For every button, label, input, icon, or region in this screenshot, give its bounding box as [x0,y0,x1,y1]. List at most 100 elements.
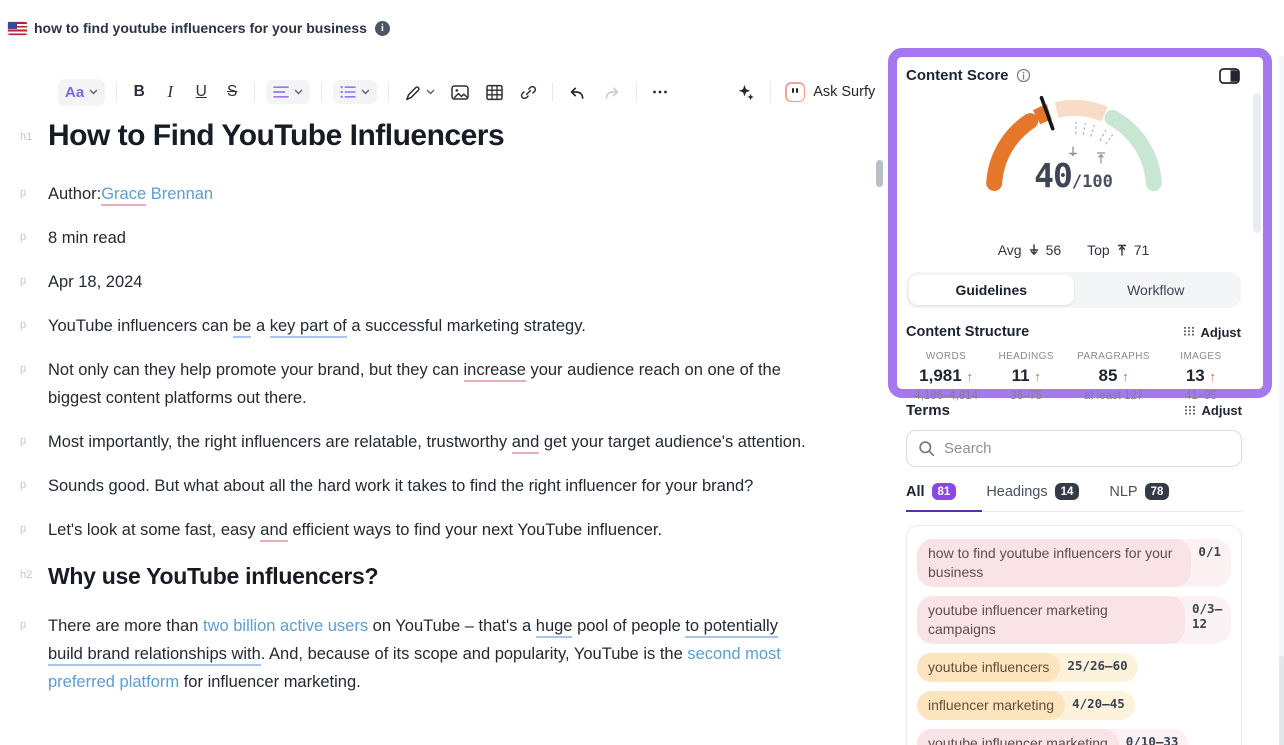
paragraph: Not only can they help promote your bran… [48,356,810,412]
chevron-down-icon [426,89,435,95]
paragraph: YouTube influencers can be a key part of… [48,312,810,340]
gauge-needle [1039,95,1054,131]
search-input[interactable] [944,440,1230,457]
page-title: how to find youtube influencers for your… [34,20,367,36]
score-number: 40 [1034,156,1073,195]
terms-tabs: All 81 Headings 14 NLP 78 [906,483,1242,512]
term-count: 0/1 [1198,544,1221,559]
block-marker: p [20,619,27,631]
image-button[interactable] [447,80,473,105]
top-value: 71 [1133,242,1150,258]
document-title: How to Find YouTube Influencers [48,119,505,152]
chevron-down-icon [361,89,370,95]
link-button[interactable] [516,80,541,105]
paragraph: Sounds good. But what about all the hard… [48,477,754,495]
term-chip[interactable]: youtube influencer marketing campaigns 0… [917,596,1231,644]
redo-button[interactable] [599,80,625,105]
tab-workflow[interactable]: Workflow [1074,275,1239,305]
window-scrollbar-thumb[interactable] [1279,656,1284,745]
bold-button[interactable]: B [128,79,150,105]
text-segment: a successful marketing strategy. [346,317,586,335]
arrow-up-to-bar-icon [1117,244,1126,256]
adjust-label: Adjust [1200,324,1241,340]
stat-range: 4,186–4,814 [914,390,979,402]
table-icon [486,84,503,100]
adjust-structure-button[interactable]: Adjust [1183,325,1241,340]
info-icon[interactable] [1016,68,1031,83]
content-structure-title: Content Structure [906,324,1030,340]
chevron-down-icon [89,89,98,95]
term-chip[interactable]: influencer marketing 4/20–45 [917,691,1135,720]
stat-paragraphs: PARAGRAPHS 85 ↑ at least 127 [1066,351,1161,402]
toolbar-more-button[interactable] [648,80,672,104]
align-dropdown[interactable] [266,80,311,104]
highlighter-pen-icon [406,85,420,100]
editor-pane: Aa B I U S [0,56,888,745]
avg-label: Avg [997,242,1022,258]
list-dropdown[interactable] [333,80,378,104]
text-segment: pool of people [572,617,686,635]
editor-scrollbar-thumb[interactable] [876,160,883,187]
ellipsis-icon [653,90,668,94]
gauge-avg-marker [1068,146,1077,157]
table-button[interactable] [482,80,507,105]
inline-link[interactable]: two billion active users [203,617,369,635]
term-count: 0/10–33 [1125,734,1179,745]
block-marker: h1 [20,131,33,143]
pen-dropdown[interactable] [400,80,438,105]
term-chip[interactable]: youtube influencer marketing 0/10–33 [917,729,1189,745]
text-style-dropdown[interactable]: Aa [58,78,106,106]
term-highlight: and [260,521,288,542]
paragraph: Apr 18, 2024 [48,273,143,291]
stat-value: 85 [1098,366,1118,385]
text-segment: Most importantly, the right influencers … [48,433,512,451]
tab-guidelines[interactable]: Guidelines [909,275,1074,305]
tab-nlp[interactable]: NLP 78 [1109,483,1170,500]
block-marker: p [20,319,27,331]
italic-button[interactable]: I [159,79,181,105]
inline-link[interactable]: second most preferred platform [48,645,781,691]
stat-range: 41–95 [1184,390,1217,402]
content-score-value: 40/100 [906,156,1241,195]
block-marker: p [20,363,27,375]
stat-label: IMAGES [1180,351,1222,362]
us-flag-icon [8,21,27,35]
content-score-title: Content Score [906,67,1009,84]
term-highlight: be [233,317,252,338]
stat-value: 13 [1185,366,1205,385]
ai-sparkles-button[interactable] [732,79,759,106]
stat-images: IMAGES 13 ↑ 41–95 [1161,351,1241,402]
tab-headings[interactable]: Headings 14 [986,483,1080,500]
strikethrough-button[interactable]: S [221,79,243,105]
paragraph: Most importantly, the right influencers … [48,428,810,456]
ask-surfy-button[interactable]: Ask Surfy [782,79,878,105]
document-editor[interactable]: h1 How to Find YouTube Influencers p Aut… [0,116,830,712]
author-link[interactable]: Brennan [146,185,214,203]
text-segment: a [251,317,270,335]
content-score-gauge: 40/100 [906,86,1241,236]
stat-label: WORDS [925,351,967,362]
text-segment: There are more than [48,617,203,635]
content-score-card: Content Score [888,48,1272,402]
search-icon [919,441,935,457]
benchmark-row: Avg 56 Top 71 [906,242,1241,258]
panel-scrollbar-thumb[interactable] [1253,93,1261,233]
collapse-panel-button[interactable] [1219,67,1241,84]
bullet-list-icon [340,86,356,98]
window-scrollbar-track[interactable] [1279,56,1284,745]
term-chip[interactable]: youtube influencers 25/26–60 [917,653,1138,682]
term-count: 4/20–45 [1072,696,1125,711]
info-icon[interactable]: i [374,20,390,36]
term-chip[interactable]: how to find youtube influencers for your… [917,539,1231,587]
tab-label: All [906,483,925,500]
chevron-down-icon [294,89,303,95]
text-segment: efficient ways to find your next YouTube… [287,521,663,539]
tab-all[interactable]: All 81 [906,483,957,500]
trend-up-icon: ↑ [1122,369,1129,384]
adjust-terms-button[interactable]: Adjust [1184,403,1242,418]
undo-button[interactable] [564,80,590,105]
underline-button[interactable]: U [190,79,212,105]
term-highlight: key part of [269,317,347,338]
term-label: youtube influencers [917,653,1061,682]
author-link[interactable]: Grace [101,185,147,206]
